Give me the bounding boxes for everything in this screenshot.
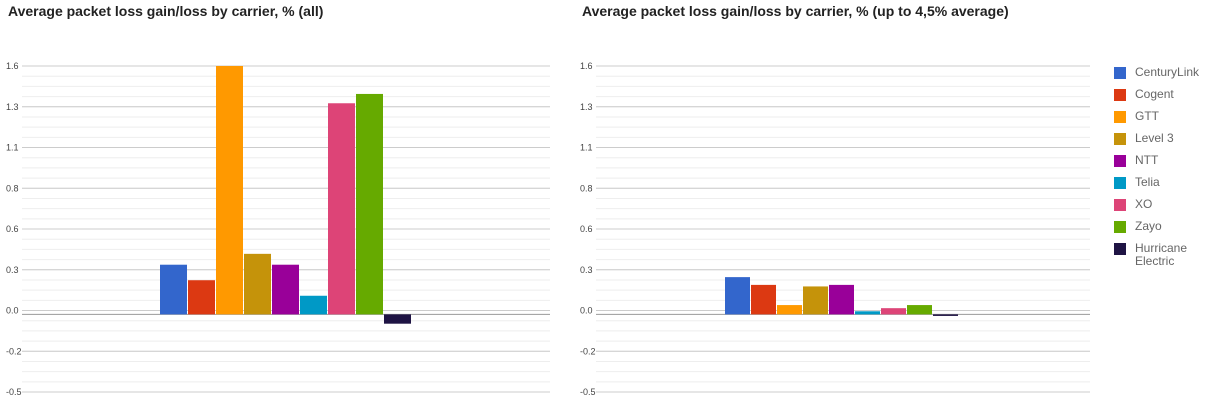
y-tick-label: 0.0: [580, 306, 593, 316]
y-tick-label: 0.6: [6, 224, 19, 234]
y-tick-label: 0.6: [580, 224, 593, 234]
bar-telia[interactable]: [855, 311, 880, 315]
legend-swatch-gtt: [1114, 111, 1126, 123]
legend-item-ntt[interactable]: NTT: [1114, 154, 1210, 176]
bar-ntt[interactable]: [829, 284, 854, 315]
y-tick-label: 1.3: [580, 102, 593, 112]
y-tick-label: -0.2: [6, 346, 22, 356]
bar-xo[interactable]: [328, 103, 355, 315]
legend-item-centurylink[interactable]: CenturyLink: [1114, 66, 1210, 88]
y-tick-label: 1.6: [6, 61, 19, 71]
legend-label: Zayo: [1135, 219, 1162, 233]
y-tick-label: -0.2: [580, 346, 596, 356]
legend-item-level-3[interactable]: Level 3: [1114, 132, 1210, 154]
y-tick-label: 0.3: [580, 265, 593, 275]
legend-item-zayo[interactable]: Zayo: [1114, 220, 1210, 242]
legend-label: NTT: [1135, 153, 1159, 167]
bar-centurylink[interactable]: [725, 277, 750, 315]
y-tick-label: 1.1: [6, 143, 19, 153]
legend: CenturyLink Cogent GTT Level 3 NTT Telia…: [1114, 66, 1210, 268]
legend-swatch-zayo: [1114, 221, 1126, 233]
bar-cogent[interactable]: [188, 280, 215, 315]
legend-item-hurricane-electric[interactable]: Hurricane Electric: [1114, 242, 1210, 268]
legend-swatch-centurylink: [1114, 67, 1126, 79]
legend-label: CenturyLink: [1135, 65, 1200, 79]
legend-swatch-level-3: [1114, 133, 1126, 145]
bar-ntt[interactable]: [272, 264, 299, 315]
legend-label: Cogent: [1135, 87, 1174, 101]
legend-item-gtt[interactable]: GTT: [1114, 110, 1210, 132]
legend-item-cogent[interactable]: Cogent: [1114, 88, 1210, 110]
chart-title-all: Average packet loss gain/loss by carrier…: [8, 3, 324, 19]
bar-gtt[interactable]: [777, 305, 802, 315]
bar-hurricane-electric[interactable]: [933, 314, 958, 316]
bar-level-3[interactable]: [803, 286, 828, 315]
legend-label: XO: [1135, 197, 1153, 211]
bar-centurylink[interactable]: [160, 264, 187, 315]
legend-item-telia[interactable]: Telia: [1114, 176, 1210, 198]
bar-xo[interactable]: [881, 308, 906, 315]
y-tick-label: -0.5: [6, 387, 22, 397]
y-tick-label: 1.6: [580, 61, 593, 71]
legend-swatch-ntt: [1114, 155, 1126, 167]
bar-hurricane-electric[interactable]: [384, 314, 411, 324]
legend-swatch-hurricane-electric: [1114, 243, 1126, 255]
y-tick-label: 0.0: [6, 306, 19, 316]
bar-gtt[interactable]: [216, 66, 243, 315]
bar-zayo[interactable]: [356, 93, 383, 315]
bar-zayo[interactable]: [907, 305, 932, 315]
chart-title-up-to-4-5: Average packet loss gain/loss by carrier…: [582, 3, 1009, 19]
y-tick-label: 0.3: [6, 265, 19, 275]
legend-swatch-xo: [1114, 199, 1126, 211]
legend-swatch-telia: [1114, 177, 1126, 189]
bar-cogent[interactable]: [751, 284, 776, 315]
legend-label: Hurricane Electric: [1135, 241, 1188, 268]
legend-label: Telia: [1135, 175, 1160, 189]
legend-label: Level 3: [1135, 131, 1174, 145]
y-tick-label: 1.1: [580, 143, 593, 153]
legend-item-xo[interactable]: XO: [1114, 198, 1210, 220]
bar-level-3[interactable]: [244, 253, 271, 315]
legend-swatch-cogent: [1114, 89, 1126, 101]
y-tick-label: -0.5: [580, 387, 596, 397]
y-tick-label: 1.3: [6, 102, 19, 112]
bar-telia[interactable]: [300, 295, 327, 315]
y-tick-label: 0.8: [580, 183, 593, 193]
y-tick-label: 0.8: [6, 183, 19, 193]
legend-label: GTT: [1135, 109, 1159, 123]
